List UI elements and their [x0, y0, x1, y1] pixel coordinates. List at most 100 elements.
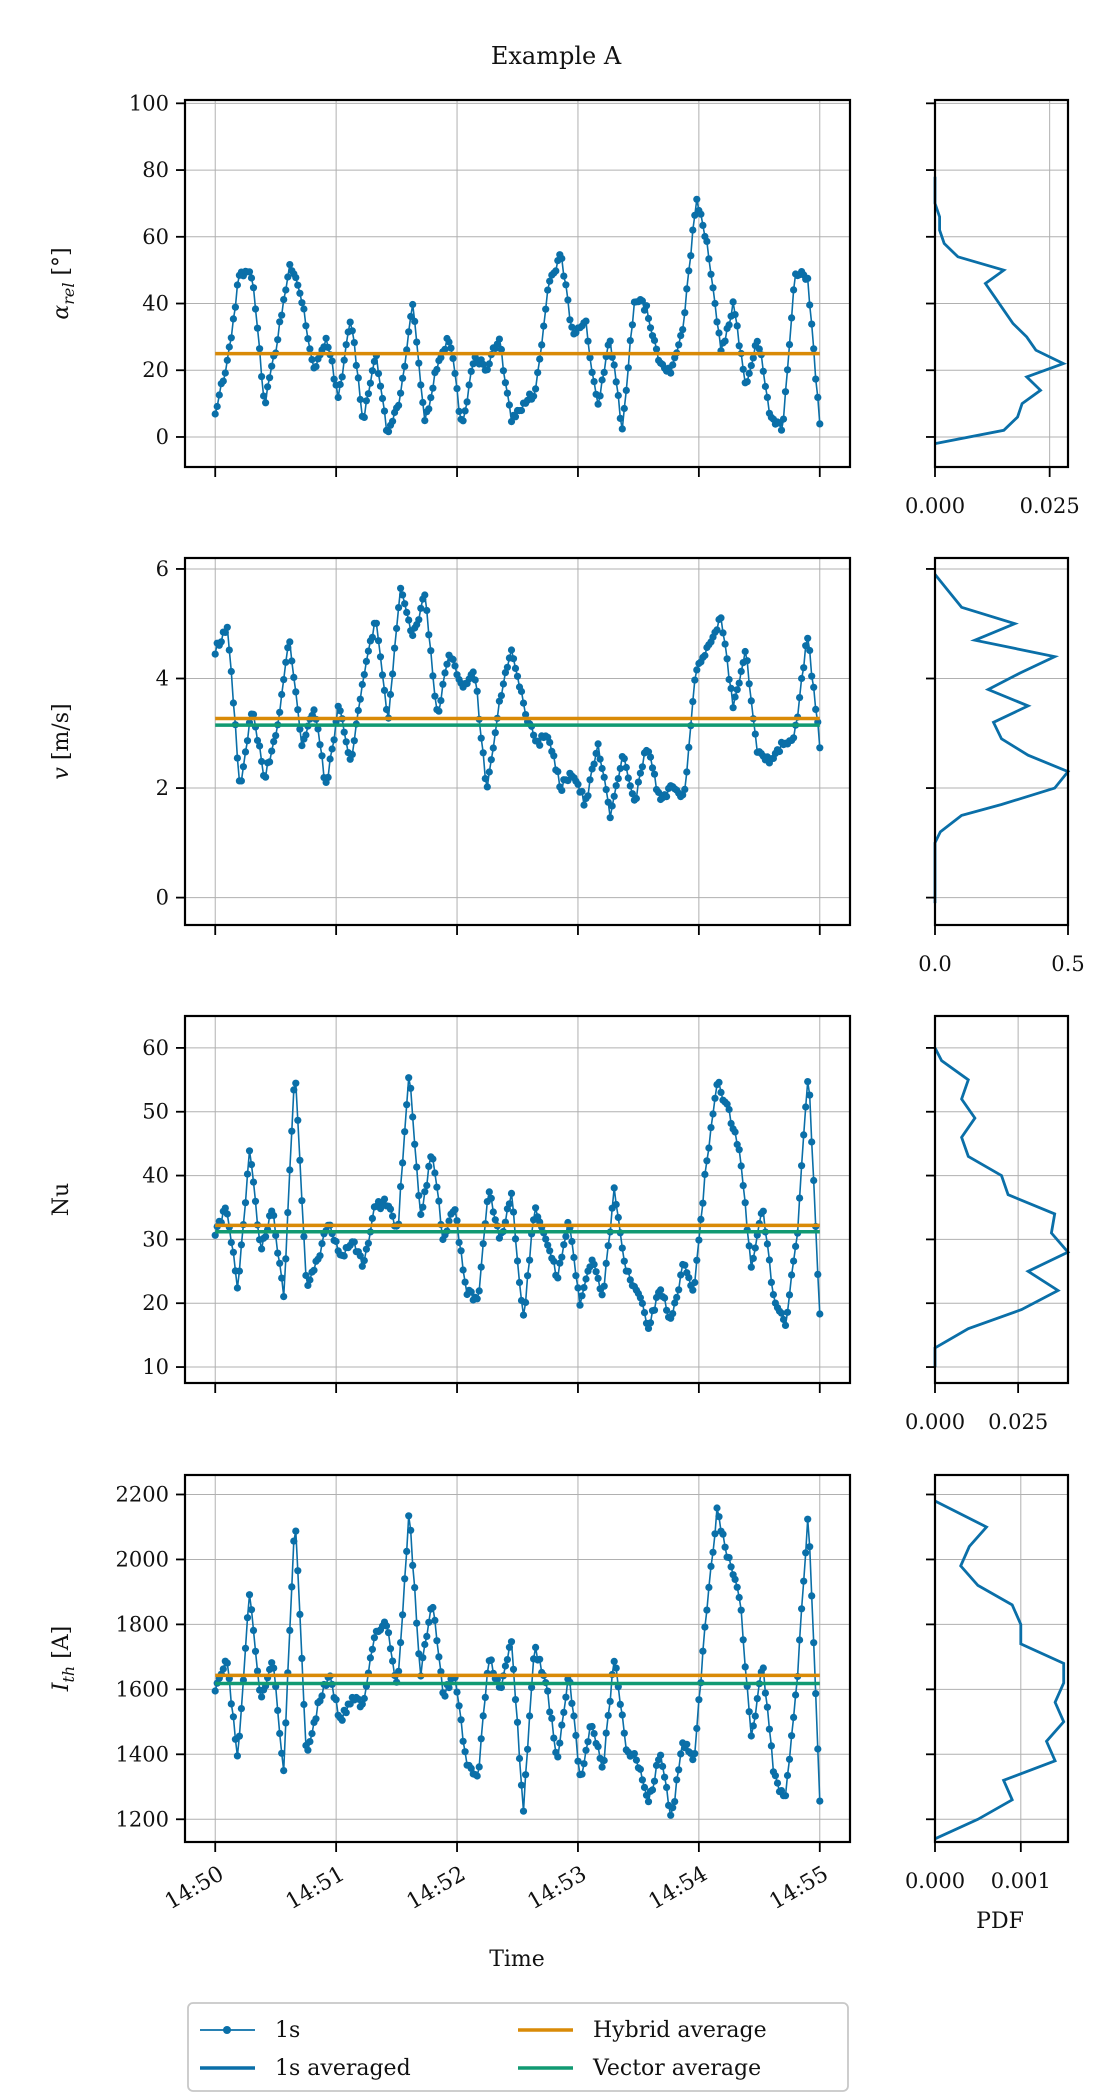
data-point [515, 1278, 524, 1287]
data-point [340, 356, 348, 364]
data-point [241, 1644, 250, 1652]
data-point [604, 1711, 612, 1720]
data-point [249, 284, 258, 292]
data-point [247, 1606, 256, 1614]
data-point [703, 237, 711, 245]
data-point [584, 337, 592, 345]
data-point [372, 619, 380, 627]
data-point [715, 1078, 723, 1086]
data-point [596, 392, 604, 400]
panel-2: 0 2 4 6 v [m/s] 0.0 0.5 [49, 556, 1085, 976]
data-point [368, 1645, 376, 1653]
data-point [657, 1751, 665, 1759]
data-point [669, 1310, 677, 1318]
data-point [286, 261, 294, 269]
data-point [598, 1763, 606, 1771]
data-point [767, 1278, 776, 1286]
data-point [473, 1772, 481, 1780]
data-point [401, 1575, 409, 1583]
data-point [576, 1301, 584, 1309]
data-point [816, 1797, 824, 1805]
data-point [298, 1197, 306, 1205]
data-point [322, 334, 330, 342]
data-point [816, 1310, 824, 1318]
data-point [437, 697, 445, 705]
data-point [389, 417, 397, 425]
data-point [223, 623, 231, 631]
data-point [592, 1268, 600, 1276]
data-point [497, 692, 505, 700]
data-point [409, 1113, 417, 1121]
data-point [304, 1746, 312, 1754]
data-point [511, 1696, 520, 1704]
data-point [673, 1293, 681, 1301]
data-point [280, 1767, 288, 1775]
data-point [630, 1750, 639, 1758]
series-1s-line [214, 1077, 821, 1331]
data-point [318, 1240, 326, 1248]
data-point [401, 1128, 409, 1136]
data-point [699, 1199, 707, 1207]
data-point [405, 616, 413, 624]
data-point [249, 710, 258, 719]
data-point [223, 1659, 231, 1667]
data-point [501, 1662, 509, 1670]
y-axis-label: Nu [49, 1183, 74, 1216]
data-point [262, 773, 270, 781]
data-point [370, 357, 378, 365]
data-point [354, 374, 362, 382]
panel-4: 1200 1400 1600 1800 2000 2200 14:50 14:51 14:52 1… [49, 1473, 1070, 1915]
data-point [360, 1257, 368, 1265]
pdf-x-tick-label: 0.000 [905, 1869, 965, 1893]
data-point [290, 1537, 298, 1545]
data-point [729, 704, 737, 712]
data-point [701, 1170, 709, 1178]
data-point [709, 284, 717, 292]
data-point [681, 1261, 689, 1269]
data-point [229, 315, 237, 323]
data-point [276, 1259, 284, 1267]
data-point [735, 1146, 743, 1154]
data-point [425, 1618, 433, 1626]
data-point [796, 1194, 804, 1202]
data-point [650, 770, 659, 778]
data-point [243, 1614, 252, 1622]
data-point [739, 1636, 747, 1644]
data-point [753, 1695, 761, 1703]
data-point [806, 1543, 814, 1551]
data-point [733, 322, 741, 330]
data-point [699, 1647, 707, 1655]
data-point [489, 744, 497, 752]
data-point [397, 1183, 405, 1191]
data-point [534, 369, 542, 377]
data-point [747, 1263, 755, 1271]
data-point [624, 364, 632, 372]
data-point [632, 1756, 641, 1764]
data-point [725, 675, 733, 684]
data-point [586, 354, 594, 362]
data-point [403, 1547, 411, 1555]
data-point [552, 267, 560, 275]
data-point [421, 591, 429, 599]
data-point [759, 367, 767, 375]
data-point [578, 1292, 586, 1300]
data-point [763, 1240, 772, 1248]
y-tick-label: 10 [142, 1355, 169, 1379]
data-point [536, 1655, 544, 1663]
data-point [709, 1548, 717, 1556]
data-point [282, 1719, 290, 1727]
data-point [298, 299, 306, 307]
data-point [657, 1286, 665, 1294]
data-point [558, 786, 566, 795]
x-axis-label: Time [489, 1947, 545, 1972]
data-point [620, 404, 628, 413]
data-point [725, 321, 733, 329]
data-point [465, 381, 473, 389]
legend-item: Vector average [518, 2056, 761, 2081]
data-point [546, 277, 554, 285]
data-point [562, 281, 570, 289]
data-point [455, 407, 463, 415]
data-point [435, 1653, 443, 1661]
data-point [288, 1127, 296, 1135]
data-point [282, 286, 290, 294]
